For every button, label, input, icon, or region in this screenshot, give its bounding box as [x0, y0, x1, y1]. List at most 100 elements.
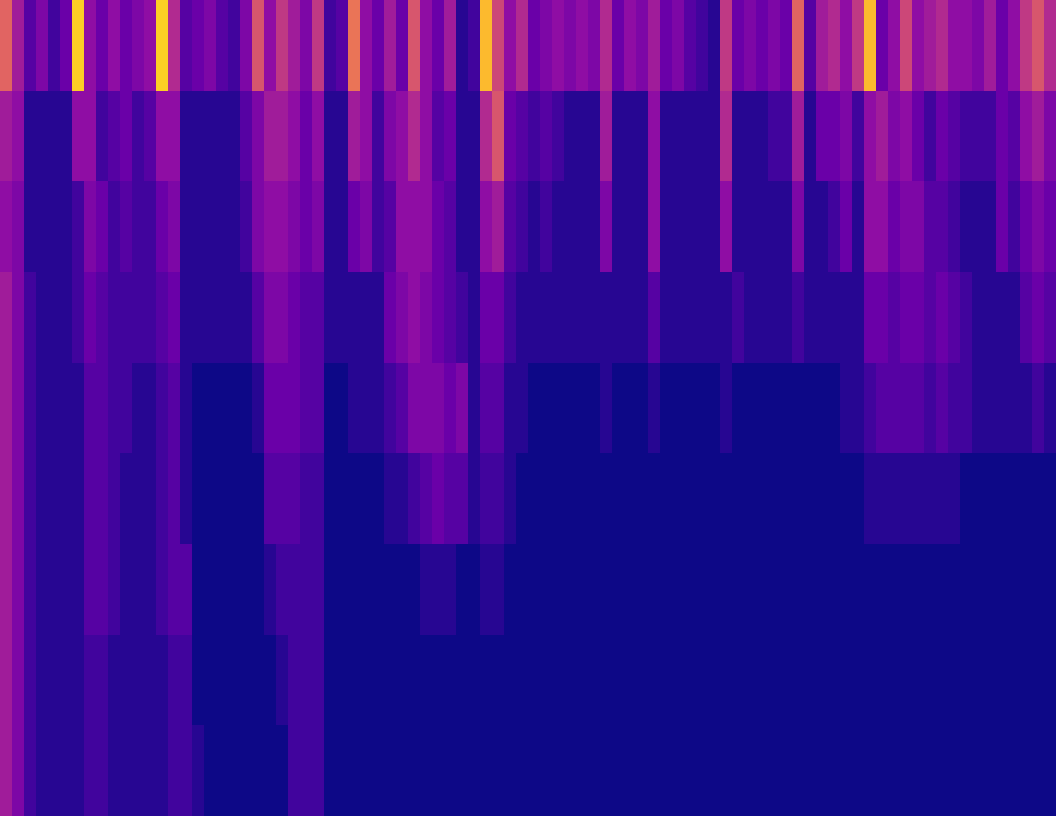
cell: [636, 181, 648, 272]
cell: [744, 181, 756, 272]
cell: [276, 91, 288, 181]
cell: [408, 544, 420, 635]
cell: [60, 181, 72, 272]
cell: [240, 453, 252, 544]
cell: [120, 181, 132, 272]
cell: [204, 0, 216, 91]
cell: [732, 0, 744, 91]
cell: [972, 453, 984, 544]
cell: [240, 725, 252, 816]
cell: [1008, 453, 1020, 544]
cell: [0, 453, 12, 544]
cell: [588, 0, 600, 91]
cell: [480, 181, 492, 272]
cell: [408, 635, 420, 725]
cell: [408, 181, 420, 272]
cell: [576, 272, 588, 363]
cell: [900, 181, 912, 272]
cell: [732, 181, 744, 272]
cell: [108, 635, 120, 725]
cell: [120, 725, 132, 816]
cell: [720, 91, 732, 181]
cell: [552, 544, 564, 635]
cell: [660, 181, 672, 272]
cell: [456, 363, 468, 453]
cell: [1020, 725, 1032, 816]
cell: [60, 0, 72, 91]
cell: [264, 635, 276, 725]
cell: [36, 363, 48, 453]
cell: [132, 635, 144, 725]
cell: [648, 725, 660, 816]
cell: [528, 363, 540, 453]
cell: [264, 725, 276, 816]
cell: [480, 725, 492, 816]
cell: [1020, 453, 1032, 544]
cell: [372, 453, 384, 544]
cell: [120, 544, 132, 635]
cell: [528, 453, 540, 544]
cell: [252, 272, 264, 363]
cell: [276, 725, 288, 816]
cell: [972, 725, 984, 816]
cell: [12, 91, 24, 181]
cell: [756, 181, 768, 272]
cell: [0, 91, 12, 181]
cell: [552, 272, 564, 363]
cell: [96, 0, 108, 91]
cell: [132, 363, 144, 453]
cell: [72, 453, 84, 544]
cell: [912, 181, 924, 272]
cell: [432, 181, 444, 272]
cell: [648, 272, 660, 363]
cell: [576, 91, 588, 181]
cell: [12, 635, 24, 725]
cell: [12, 181, 24, 272]
cell: [72, 363, 84, 453]
cell: [12, 544, 24, 635]
cell: [576, 181, 588, 272]
cell: [780, 0, 792, 91]
cell: [504, 453, 516, 544]
cell: [420, 544, 432, 635]
cell: [132, 272, 144, 363]
cell: [504, 363, 516, 453]
cell: [516, 635, 528, 725]
cell: [276, 544, 288, 635]
cell: [516, 91, 528, 181]
cell: [444, 725, 456, 816]
cell: [672, 725, 684, 816]
cell: [540, 181, 552, 272]
cell: [360, 0, 372, 91]
cell: [324, 0, 336, 91]
cell: [360, 91, 372, 181]
cell: [192, 0, 204, 91]
cell: [912, 453, 924, 544]
cell: [216, 544, 228, 635]
cell: [996, 725, 1008, 816]
cell: [756, 363, 768, 453]
cell: [768, 544, 780, 635]
cell: [492, 91, 504, 181]
cell: [48, 363, 60, 453]
cell: [456, 91, 468, 181]
cell: [504, 635, 516, 725]
cell: [336, 363, 348, 453]
cell: [36, 453, 48, 544]
cell: [420, 0, 432, 91]
cell: [516, 181, 528, 272]
cell: [312, 272, 324, 363]
cell: [1020, 0, 1032, 91]
cell: [60, 544, 72, 635]
cell: [228, 544, 240, 635]
cell: [528, 181, 540, 272]
cell: [600, 363, 612, 453]
cell: [228, 272, 240, 363]
cell: [348, 181, 360, 272]
cell: [924, 453, 936, 544]
cell: [144, 181, 156, 272]
cell: [360, 363, 372, 453]
cell: [288, 0, 300, 91]
cell: [780, 453, 792, 544]
cell: [444, 181, 456, 272]
